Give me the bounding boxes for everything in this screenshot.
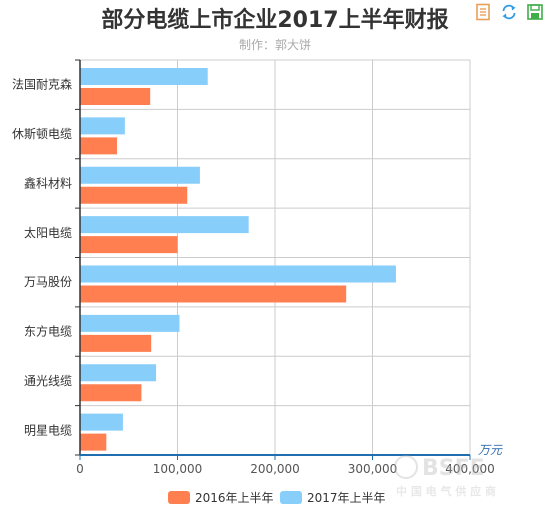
chart-title: 部分电缆上市企业2017上半年财报 — [101, 8, 449, 33]
watermark-sub: 中 国 电 气 供 应 商 — [396, 484, 496, 498]
bar-2016-2 — [80, 186, 188, 204]
x-tick-label-0: 0 — [76, 462, 84, 476]
bar-2017-1 — [80, 117, 125, 135]
watermark-main: BSFE — [422, 456, 485, 481]
bar-2016-0 — [80, 88, 151, 105]
bar-2017-6 — [80, 364, 157, 382]
bar-2016-5 — [80, 334, 152, 352]
toolbox — [474, 3, 544, 21]
bar-2017-0 — [80, 68, 208, 85]
bar-2016-6 — [80, 384, 142, 402]
y-tick-label-4: 万马股份 — [24, 275, 72, 289]
bar-2016-4 — [80, 285, 347, 303]
x-tick-label-1: 100,000 — [153, 462, 203, 476]
bar-2017-5 — [80, 314, 180, 332]
bar-2016-7 — [80, 433, 107, 451]
x-axis-label: 万元 — [478, 443, 503, 457]
bar-2017-7 — [80, 413, 123, 431]
y-tick-label-7: 明星电缆 — [24, 423, 72, 437]
chart-subtitle: 制作：郭大饼 — [238, 38, 311, 52]
y-tick-label-0: 法国耐克森 — [12, 77, 72, 92]
x-tick-label-2: 200,000 — [250, 462, 300, 476]
bar-2017-3 — [80, 216, 249, 234]
legend-swatch-0[interactable] — [168, 491, 190, 504]
y-tick-label-3: 太阳电缆 — [24, 225, 72, 240]
x-tick-label-4: 400,000 — [445, 462, 495, 476]
refresh-icon[interactable] — [500, 3, 518, 21]
save-icon[interactable] — [526, 3, 544, 21]
bar-2017-2 — [80, 166, 200, 184]
bar-2016-1 — [80, 137, 118, 155]
y-tick-label-6: 通光线缆 — [24, 374, 72, 388]
legend-label-0[interactable]: 2016年上半年 — [195, 491, 274, 505]
bar-2017-4 — [80, 265, 396, 283]
data-view-icon[interactable] — [474, 3, 492, 21]
y-tick-label-1: 休斯顿电缆 — [12, 127, 72, 141]
y-tick-label-5: 东方电缆 — [24, 324, 72, 339]
legend-swatch-1[interactable] — [280, 491, 302, 504]
watermark-logo: BSFE 中 国 电 气 供 应 商 — [394, 455, 496, 498]
x-tick-label-3: 300,000 — [348, 462, 398, 476]
bar-2016-3 — [80, 236, 178, 254]
legend-label-1[interactable]: 2017年上半年 — [307, 491, 386, 505]
y-tick-label-2: 鑫科材料 — [24, 175, 72, 190]
